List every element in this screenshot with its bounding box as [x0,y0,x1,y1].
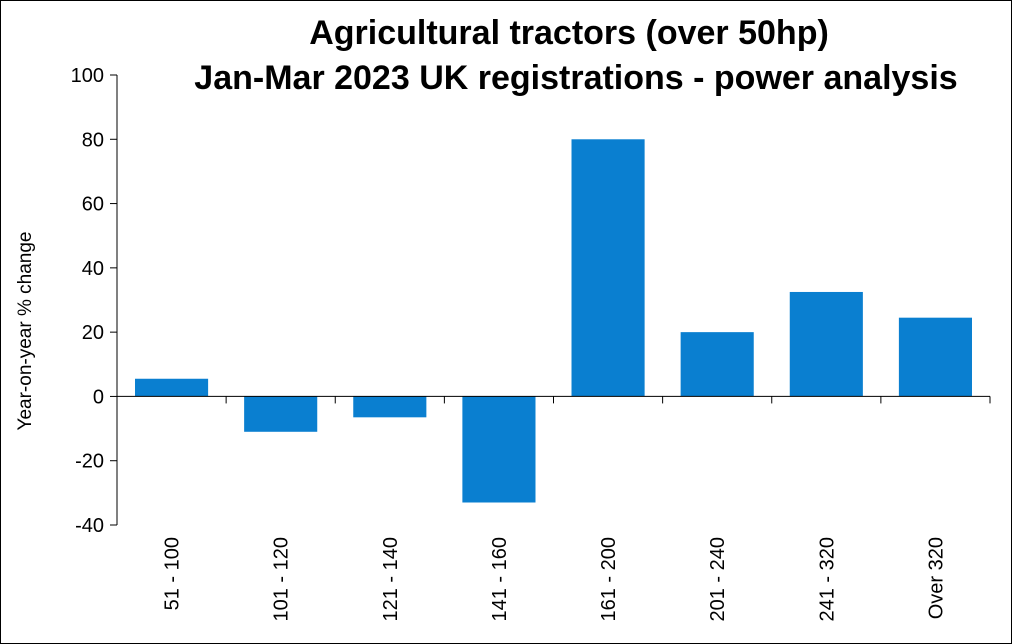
y-tick-label: -20 [75,451,104,473]
bar-4 [462,396,536,503]
y-tick-label: 80 [82,129,104,151]
chart-title-line-1: Agricultural tractors (over 50hp) [309,14,829,52]
y-tick-label: 20 [82,322,104,344]
x-category-label: Over 320 [925,537,947,619]
bar-5 [571,139,645,397]
y-tick-label: 40 [82,258,104,280]
bars-group [135,139,972,503]
labels-group: -40 -20 0 20 40 60 80 100 51 - 100 101 - 120 121 -… [71,65,948,622]
chart-title-line-2: Jan-Mar 2023 UK registrations - power an… [194,59,957,97]
y-tick-label: 60 [82,194,104,216]
axes-group [110,74,991,526]
y-tick-label: 100 [71,65,104,87]
bar-7 [789,291,863,397]
bar-1 [135,378,209,397]
bar-2 [244,396,318,432]
bar-6 [680,332,754,397]
bar-3 [353,396,427,418]
x-category-label: 161 - 200 [598,537,620,622]
x-category-label: 241 - 320 [816,537,838,622]
x-category-label: 141 - 160 [489,537,511,622]
x-category-label: 121 - 140 [380,537,402,622]
bar-8 [898,317,972,397]
y-tick-label: -40 [75,515,104,537]
x-category-label: 201 - 240 [707,537,729,622]
x-category-label: 51 - 100 [162,537,184,610]
x-category-label: 101 - 120 [271,537,293,622]
y-axis-title: Year-on-year % change [15,232,36,431]
y-tick-label: 0 [93,386,104,408]
